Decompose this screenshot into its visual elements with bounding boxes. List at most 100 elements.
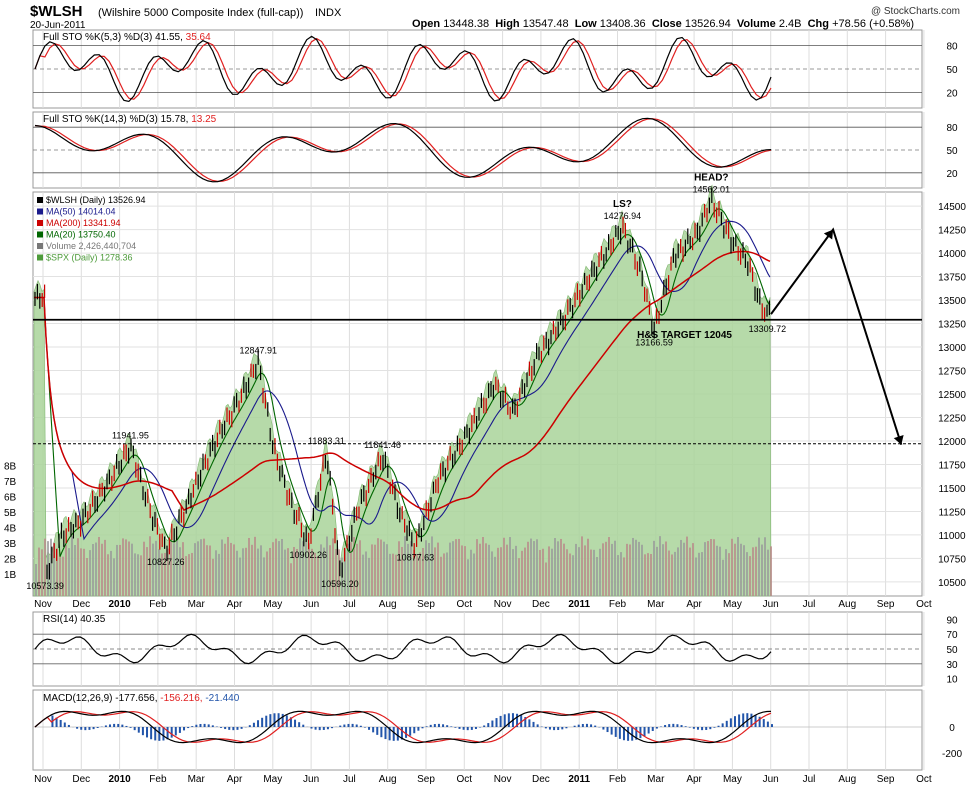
macd-histogram-bar <box>355 724 358 727</box>
macd-histogram-bar <box>326 727 329 730</box>
price-month-label: Oct <box>916 599 932 610</box>
volume-bar <box>626 543 628 596</box>
volume-bar <box>134 553 136 596</box>
macd-month-label: Nov <box>34 774 52 785</box>
volume-bar <box>722 559 724 596</box>
volume-bar <box>644 554 646 596</box>
macd-histogram-bar <box>483 725 486 727</box>
macd-month-label: Feb <box>149 774 167 785</box>
macd-histogram-bar <box>150 727 153 740</box>
macd-month-label: Mar <box>188 774 206 785</box>
volume-bar <box>509 537 511 596</box>
head-label: HEAD? <box>694 172 728 183</box>
macd-histogram-bar <box>405 727 408 738</box>
macd-month-label: Oct <box>916 774 932 785</box>
macd-histogram-bar <box>257 720 260 727</box>
macd-histogram-bar <box>692 727 695 729</box>
price-month-label: Jul <box>803 599 816 610</box>
macd-histogram-bar <box>717 725 720 727</box>
volume-bar <box>113 558 115 596</box>
volume-bar <box>611 543 613 596</box>
macd-histogram-bar <box>738 714 741 727</box>
macd-histogram-bar <box>96 727 99 728</box>
chg-label: Chg <box>807 18 829 30</box>
volume-bar <box>506 544 508 596</box>
volume-bar <box>710 539 712 596</box>
volume-bar <box>581 536 583 596</box>
macd-histogram-bar <box>688 727 691 728</box>
volume-bar <box>740 543 742 596</box>
volume-bar <box>392 553 394 596</box>
legend-swatch <box>37 208 43 215</box>
volume-bar <box>662 544 664 596</box>
macd-histogram-bar <box>265 715 268 727</box>
price-month-label: Dec <box>72 599 90 610</box>
volume-bar <box>323 547 325 596</box>
volume-bar <box>614 540 616 596</box>
macd-histogram-bar <box>651 727 654 731</box>
macd-histogram-bar <box>664 725 667 727</box>
macd-histogram-bar <box>67 724 70 727</box>
macd-histogram-bar <box>594 725 597 727</box>
volume-bar <box>173 543 175 596</box>
volume-tick-label: 3B <box>4 539 17 550</box>
stochastic-slow-k-line <box>34 117 772 183</box>
volume-bar <box>380 539 382 596</box>
volume-bar <box>560 538 562 596</box>
macd-histogram-bar <box>647 727 650 734</box>
volume-bar <box>566 549 568 596</box>
volume-bar <box>212 558 214 596</box>
volume-bar <box>143 541 145 596</box>
macd-histogram-bar <box>351 723 354 727</box>
volume-bar <box>584 545 586 596</box>
volume-bar <box>248 537 250 596</box>
volume-bar <box>476 539 478 596</box>
legend-swatch <box>37 243 43 249</box>
price-month-label: Nov <box>494 599 512 610</box>
price-tick-label: 13000 <box>938 343 966 354</box>
volume-bar <box>170 540 172 596</box>
macd-histogram-bar <box>557 727 560 731</box>
macd-histogram-bar <box>668 724 671 727</box>
volume-bar <box>89 550 91 596</box>
volume-bar <box>197 541 199 596</box>
macd-month-label: Aug <box>379 774 397 785</box>
volume-bar <box>53 542 55 596</box>
macd-histogram-bar <box>487 723 490 727</box>
macd-histogram-bar <box>614 727 617 737</box>
volume-bar <box>302 541 304 596</box>
volume-bar <box>743 545 745 596</box>
price-month-label: Jun <box>763 599 779 610</box>
macd-histogram-bar <box>343 724 346 727</box>
volume-bar <box>65 544 67 596</box>
macd-histogram-bar <box>536 724 539 727</box>
price-tick-label: 14000 <box>938 249 966 260</box>
volume-bar <box>419 552 421 596</box>
stochastic-slow-d-line <box>34 118 772 183</box>
volume-tick-label: 1B <box>4 570 17 581</box>
macd-histogram-bar <box>203 723 206 727</box>
macd-histogram-bar <box>585 723 588 727</box>
macd-histogram-bar <box>363 727 366 728</box>
volume-bar <box>206 545 208 596</box>
macd-title: MACD(12,26,9) <box>43 693 115 704</box>
volume-bar <box>677 547 679 596</box>
macd-histogram-bar <box>76 727 79 729</box>
volume-bar <box>521 550 523 596</box>
macd-histogram-bar <box>721 723 724 727</box>
rsi-tick-label: 90 <box>946 615 958 626</box>
macd-histogram-bar <box>80 727 83 730</box>
macd-histogram-bar <box>618 727 621 739</box>
ma200-line <box>34 250 771 512</box>
macd-histogram-bar <box>532 721 535 727</box>
volume-bar <box>425 540 427 596</box>
rsi-line <box>34 633 772 665</box>
volume-bar <box>650 553 652 596</box>
volume-bar <box>572 555 574 596</box>
macd-legend: MACD(12,26,9) -177.656, -156.216, -21.44… <box>43 693 240 704</box>
volume-bar <box>647 553 649 596</box>
volume-bar <box>674 551 676 596</box>
volume-bar <box>653 540 655 596</box>
rsi-tick-label: 50 <box>946 645 958 656</box>
macd-histogram-bar <box>450 726 453 727</box>
